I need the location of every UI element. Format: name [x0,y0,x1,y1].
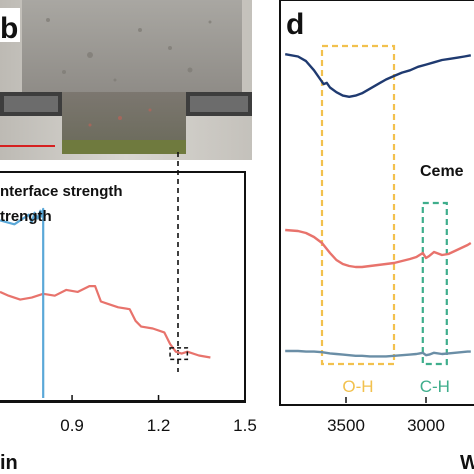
legend-entry-strength: trength [0,208,52,225]
band-label-o-h: O-H [342,377,373,396]
ftir-series-line [285,349,471,358]
ftir-series-line [284,53,472,99]
annotation-box [169,347,189,361]
ftir-chart-frame [279,0,474,406]
x-tick-label: 0.9 [60,416,84,435]
x-axis-label: W [460,452,474,474]
specimen-photo: b [0,0,252,160]
strength-chart-frame [0,171,246,403]
x-tick-label: 3000 [407,416,445,435]
series-line-interface-strength [0,207,45,398]
panel-label-b: b [0,12,18,45]
panel-label-d: d [286,8,304,41]
band-box-c-h [421,201,448,366]
x-axis-label: in [0,452,18,474]
x-tick-label: 1.5 [233,416,257,435]
legend-fragment: Ceme [420,163,464,180]
band-box-o-h [320,44,396,366]
ftir-chart: d O-H C-H Ceme 3500 3000 W [279,0,474,474]
strength-chart: 0.9 1.2 1.5 in nterface strength trength [0,171,257,474]
x-tick-label: 3500 [327,416,365,435]
band-label-c-h: C-H [420,377,450,396]
series-line-strength [0,285,211,359]
ftir-series-line [285,228,472,269]
concrete-block [22,0,242,92]
x-tick-label: 1.2 [147,416,171,435]
legend-entry-interface-strength: nterface strength [0,183,123,200]
